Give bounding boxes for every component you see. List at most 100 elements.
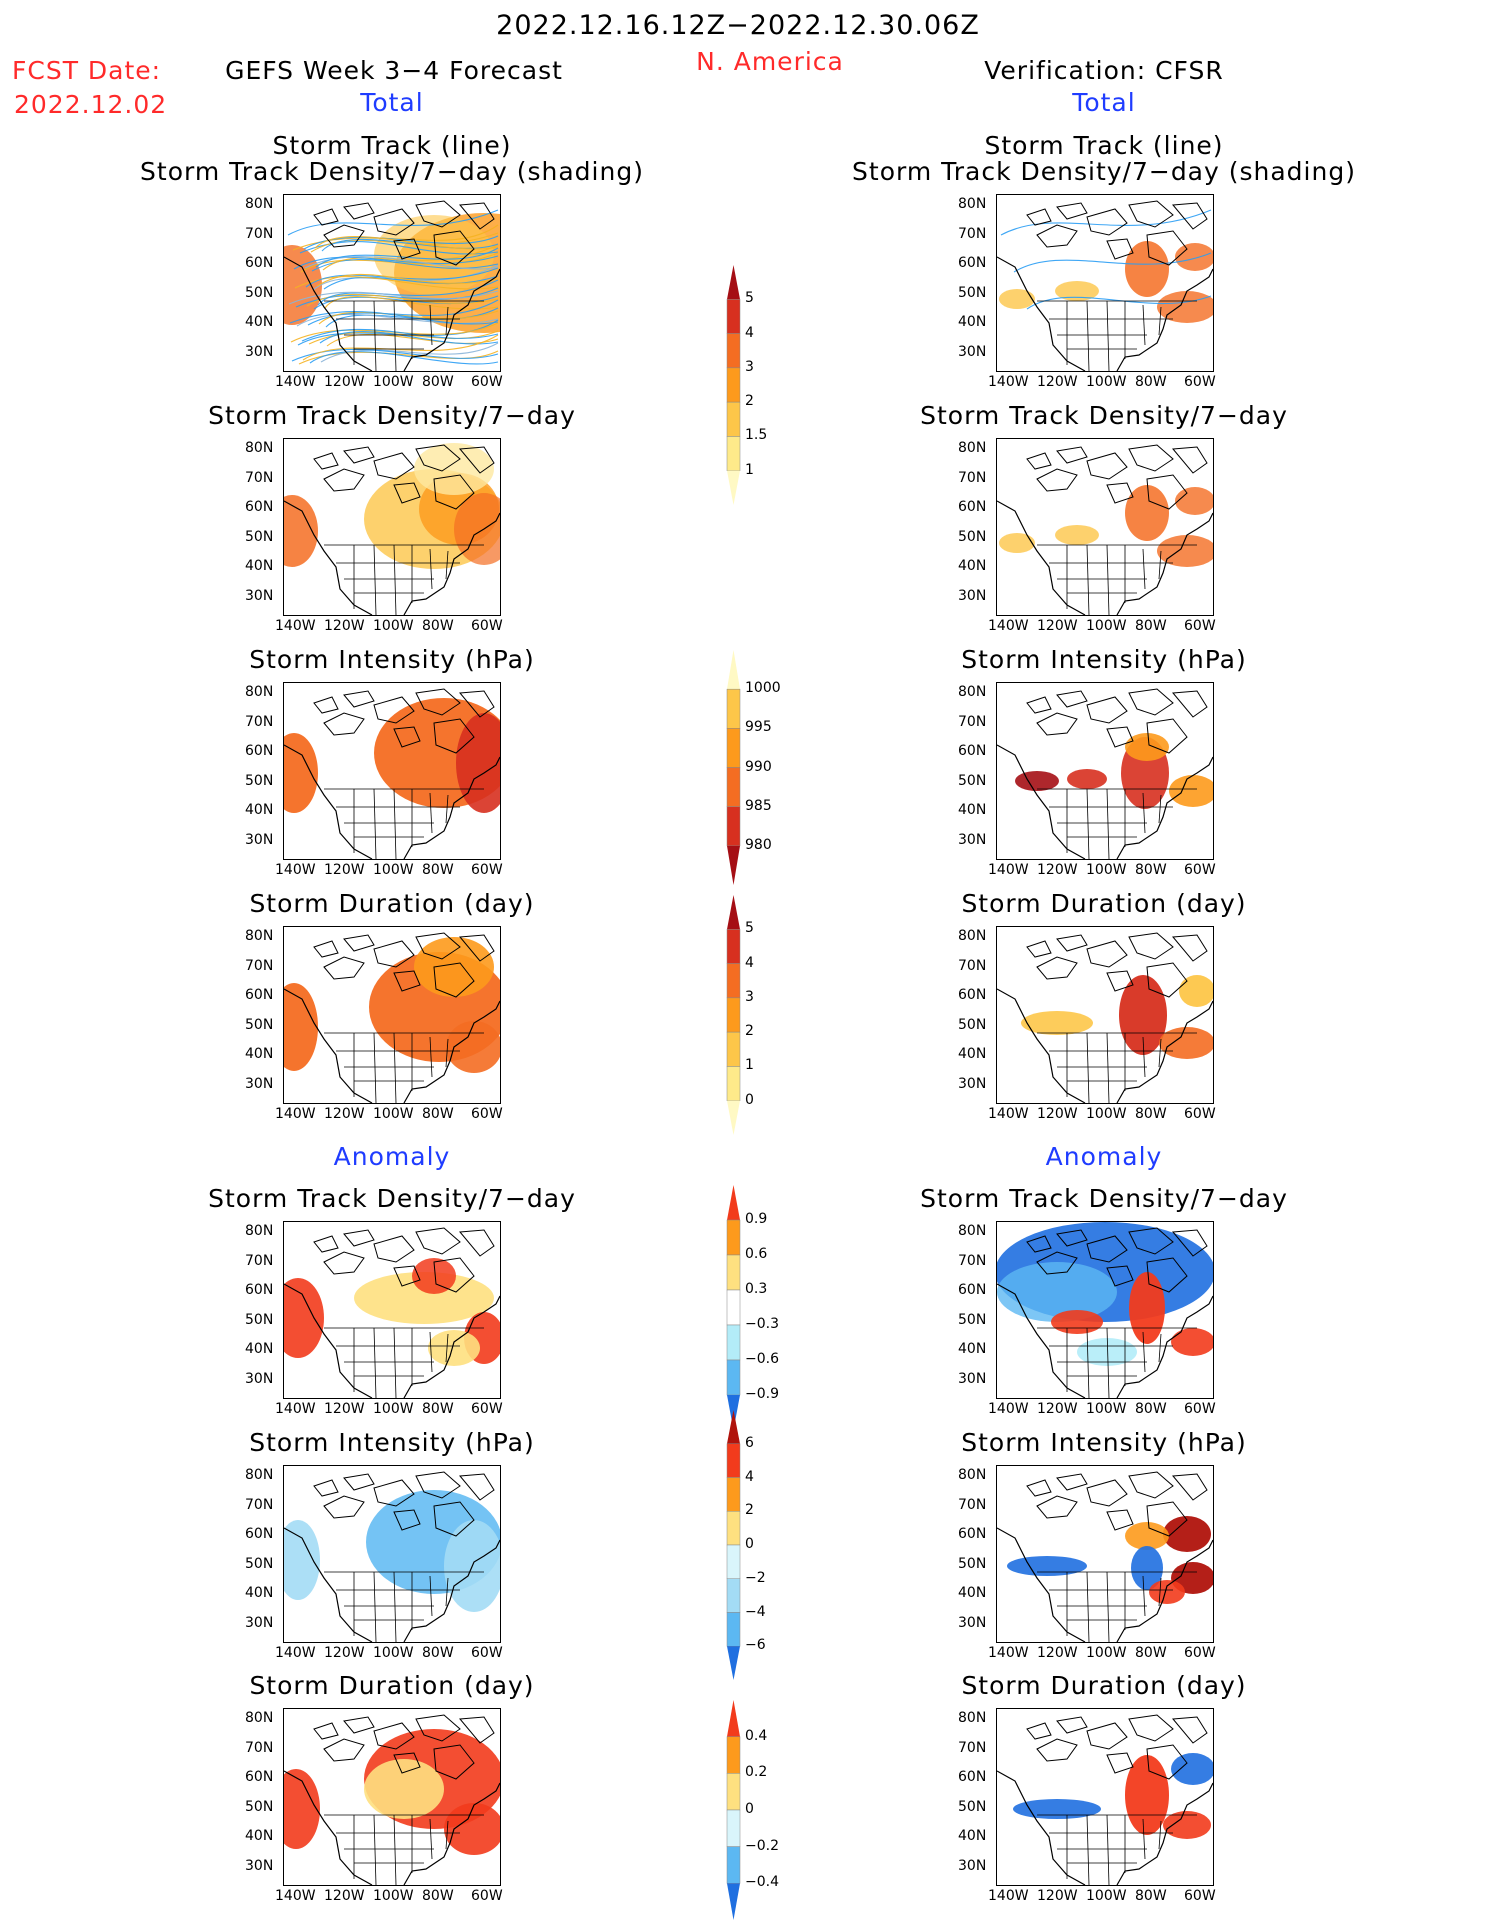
island-outline bbox=[1056, 690, 1088, 708]
map-svg bbox=[997, 1714, 1213, 1885]
right-total-label: Total bbox=[1072, 88, 1136, 117]
island-outline bbox=[433, 718, 475, 754]
colorbar-label: 4 bbox=[745, 954, 754, 971]
state-border bbox=[1086, 788, 1090, 859]
island-outline bbox=[1036, 1495, 1078, 1519]
colorbar-label: 5 bbox=[745, 920, 754, 937]
island-outline bbox=[1146, 1257, 1188, 1293]
state-border bbox=[393, 1814, 397, 1885]
colorbar-segment bbox=[726, 963, 741, 999]
island-outline bbox=[1172, 690, 1208, 718]
lon-tick-label: 120W bbox=[1037, 1401, 1078, 1417]
shading-region bbox=[1119, 975, 1167, 1055]
shading-region bbox=[284, 733, 318, 813]
colorbar-segment bbox=[726, 1511, 741, 1546]
colorbar-label: 4 bbox=[745, 1468, 754, 1485]
island-outline bbox=[1036, 1251, 1078, 1275]
lat-tick-label: 60N bbox=[958, 1282, 987, 1298]
lon-tick-label: 100W bbox=[1086, 862, 1127, 878]
lon-tick-label: 120W bbox=[1037, 1645, 1078, 1661]
lat-tick-label: 80N bbox=[958, 1710, 987, 1726]
lat-tick-label: 80N bbox=[245, 1710, 274, 1726]
state-border bbox=[445, 1333, 449, 1363]
island-outline bbox=[1128, 1714, 1174, 1742]
island-outline bbox=[1056, 934, 1088, 952]
lon-tick-label: 140W bbox=[988, 1888, 1029, 1904]
map-plot bbox=[996, 1708, 1214, 1886]
colorbar-label: 995 bbox=[745, 719, 772, 736]
shading-region bbox=[414, 443, 494, 495]
colorbar-segment bbox=[726, 1324, 741, 1361]
colorbar-segment bbox=[726, 1031, 741, 1067]
map-svg bbox=[997, 200, 1213, 371]
state-border bbox=[429, 1331, 433, 1373]
storm-track-line bbox=[309, 351, 499, 365]
colorbar-label: 6 bbox=[745, 1434, 754, 1451]
storm-track-line bbox=[287, 209, 499, 236]
lon-tick-label: 80W bbox=[1135, 618, 1167, 634]
storm-track-line bbox=[321, 238, 499, 252]
lat-tick-label: 80N bbox=[245, 928, 274, 944]
colorbar-label: 0.2 bbox=[745, 1764, 768, 1781]
lon-tick-label: 100W bbox=[1086, 1106, 1127, 1122]
lon-tick-label: 140W bbox=[988, 1401, 1029, 1417]
coastline bbox=[284, 744, 500, 859]
coastline bbox=[997, 1283, 1213, 1398]
state-border bbox=[1086, 1327, 1090, 1398]
map-plot bbox=[996, 1221, 1214, 1399]
state-border bbox=[1106, 1571, 1110, 1642]
storm-track-line bbox=[306, 293, 499, 307]
lon-tick-label: 100W bbox=[1086, 1645, 1127, 1661]
lat-tick-label: 70N bbox=[245, 1252, 274, 1269]
shading-region bbox=[1015, 771, 1059, 791]
island-outline bbox=[343, 1716, 375, 1734]
shading-region bbox=[1077, 1338, 1137, 1366]
island-outline bbox=[1146, 474, 1188, 510]
state-border bbox=[429, 1036, 433, 1078]
lon-tick-label: 120W bbox=[1037, 862, 1078, 878]
lat-tick-label: 40N bbox=[958, 1046, 987, 1062]
lon-tick-label: 60W bbox=[471, 1106, 503, 1122]
island-outline bbox=[1086, 1722, 1128, 1750]
panel-title: Storm Duration (day) bbox=[249, 1671, 535, 1700]
state-border bbox=[373, 788, 377, 859]
shading-region bbox=[414, 937, 494, 997]
shading-region bbox=[1055, 525, 1099, 545]
colorbar-label: −0.9 bbox=[745, 1386, 779, 1402]
panel-title: Storm Intensity (hPa) bbox=[961, 1428, 1247, 1457]
colorbar-label: −0.3 bbox=[745, 1316, 779, 1332]
island-outline bbox=[1172, 202, 1208, 230]
island-outline bbox=[323, 712, 365, 736]
shading-region bbox=[1125, 1522, 1169, 1550]
lon-tick-label: 80W bbox=[1135, 1645, 1167, 1661]
lat-tick-label: 30N bbox=[958, 587, 987, 604]
colorbar-segment bbox=[726, 1066, 741, 1101]
left-anomaly-label: Anomaly bbox=[333, 1142, 451, 1171]
lat-tick-label: 80N bbox=[245, 196, 274, 212]
lat-tick-label: 30N bbox=[245, 1857, 274, 1874]
colorbar-segment bbox=[727, 650, 740, 690]
island-outline bbox=[323, 956, 365, 980]
island-outline bbox=[313, 940, 339, 958]
map-plot bbox=[996, 438, 1214, 616]
lon-tick-label: 120W bbox=[1037, 1106, 1078, 1122]
colorbar-label: 1 bbox=[745, 1057, 754, 1074]
colorbar-label: 0.4 bbox=[745, 1727, 768, 1744]
storm-track-line bbox=[315, 247, 499, 268]
lat-tick-label: 80N bbox=[245, 1223, 274, 1239]
lat-tick-label: 50N bbox=[958, 1555, 987, 1572]
lat-tick-label: 50N bbox=[958, 1311, 987, 1328]
state-border bbox=[429, 1818, 433, 1860]
lat-tick-label: 50N bbox=[958, 1798, 987, 1815]
island-outline bbox=[415, 444, 461, 472]
state-border bbox=[445, 1038, 449, 1068]
island-outline bbox=[415, 1227, 461, 1255]
lon-tick-label: 60W bbox=[1184, 618, 1216, 634]
island-outline bbox=[323, 224, 365, 248]
colorbar-segment bbox=[726, 299, 741, 334]
state-border bbox=[429, 304, 433, 346]
state-border bbox=[1086, 1814, 1090, 1885]
island-outline bbox=[1026, 1722, 1052, 1740]
colorbar-label: 0.3 bbox=[745, 1281, 768, 1297]
colorbar-segment bbox=[726, 688, 741, 729]
